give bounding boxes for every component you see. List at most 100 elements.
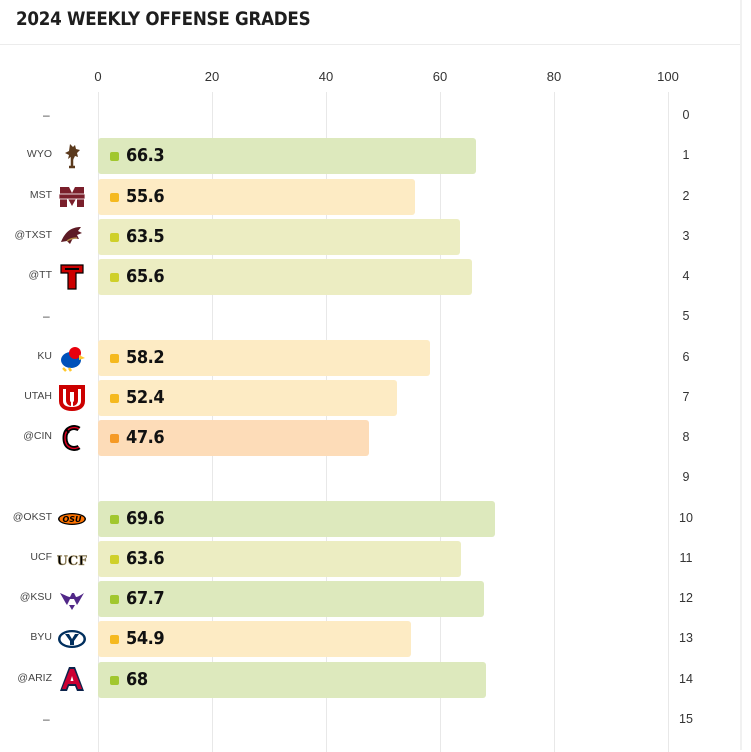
grade-bar[interactable]: 63.5 <box>98 218 460 255</box>
grade-tier-indicator <box>110 192 119 202</box>
grade-tier-indicator <box>110 434 119 443</box>
chart-row: @OKST OSU 69.6 10 <box>0 499 740 539</box>
svg-text:OSU: OSU <box>62 515 82 524</box>
chart-row: @ARIZ 68 14 <box>0 660 740 700</box>
grade-tier-indicator <box>110 595 119 604</box>
chart-row: WYO 66.3 1 <box>0 136 740 176</box>
grade-tier-indicator <box>110 393 119 403</box>
chart-row: –0 <box>0 96 740 136</box>
offense-grades-chart: 0 20 40 60 80 100–0 WYO 66.3 1 MST 55.6 2 @TXST 63.5 3… <box>0 44 740 752</box>
opponent-label: @KSU <box>19 591 52 603</box>
chart-row: BYU 54.9 13 <box>0 619 740 659</box>
chart-row: 9 <box>0 458 740 498</box>
grade-bar[interactable]: 54.9 <box>98 621 411 658</box>
grade-value: 69.6 <box>126 507 165 529</box>
opponent-label: BYU <box>30 631 52 644</box>
wyo-logo <box>57 141 87 171</box>
grade-bar[interactable]: 58.2 <box>98 339 430 376</box>
chart-row: @KSU 67.7 12 <box>0 579 740 619</box>
grade-value: 47.6 <box>126 427 165 448</box>
opponent-label: @TT <box>28 269 53 281</box>
txst-logo <box>57 222 87 252</box>
grade-tier-indicator <box>110 273 119 282</box>
week-number: 7 <box>682 389 690 404</box>
week-number: 4 <box>682 269 690 283</box>
gridline <box>554 92 555 752</box>
ku-logo <box>57 343 87 373</box>
week-number: 15 <box>679 711 693 726</box>
week-number: 8 <box>682 430 690 444</box>
grade-value: 66.3 <box>126 145 165 167</box>
svg-text:UCF: UCF <box>57 554 87 569</box>
bye-week-dash: – <box>43 108 50 122</box>
opponent-label: @TXST <box>14 228 53 241</box>
grade-bar[interactable]: 68 <box>98 661 486 698</box>
grade-bar[interactable]: 52.4 <box>98 379 397 416</box>
opponent-label: UCF <box>30 550 52 563</box>
ksu-logo <box>57 584 87 614</box>
grade-bar[interactable]: 67.7 <box>98 581 484 617</box>
week-number: 2 <box>682 188 690 203</box>
chart-row: @TXST 63.5 3 <box>0 217 740 257</box>
grade-tier-indicator <box>110 232 119 242</box>
grade-value: 65.6 <box>126 266 165 287</box>
chart-header: 2024 WEEKLY OFFENSE GRADES <box>0 0 740 45</box>
opponent-label: MST <box>29 188 52 201</box>
grade-tier-indicator <box>110 152 119 162</box>
opponent-label: @CIN <box>23 430 52 442</box>
grade-bar[interactable]: 55.6 <box>98 178 415 215</box>
chart-row: KU 58.2 6 <box>0 338 740 378</box>
right-divider <box>740 0 742 750</box>
gridline <box>668 92 669 752</box>
grade-tier-indicator <box>110 514 119 524</box>
week-number: 12 <box>679 591 693 605</box>
gridline <box>440 92 441 752</box>
tt-logo <box>57 262 87 292</box>
grade-tier-indicator <box>110 353 119 363</box>
grade-bar[interactable]: 65.6 <box>98 259 472 295</box>
opponent-label: KU <box>37 349 52 362</box>
x-tick-label: 60 <box>432 69 448 84</box>
week-number: 6 <box>682 349 690 364</box>
chart-row: – 15 <box>0 700 740 740</box>
week-number: 0 <box>682 108 690 122</box>
chart-title: 2024 WEEKLY OFFENSE GRADES <box>16 8 311 30</box>
x-tick-label: 20 <box>204 69 220 84</box>
grade-tier-indicator <box>110 554 119 564</box>
grade-value: 52.4 <box>126 386 165 408</box>
utah-logo <box>57 383 87 413</box>
chart-row: UTAH 52.4 7 <box>0 378 740 418</box>
x-tick-label: 80 <box>546 69 562 84</box>
bye-week-dash: – <box>43 711 50 726</box>
grade-value: 58.2 <box>126 346 165 368</box>
week-number: 13 <box>679 631 693 646</box>
ucf-logo: UCF <box>56 544 89 574</box>
chart-row: MST 55.6 2 <box>0 177 740 217</box>
week-number: 1 <box>682 148 690 163</box>
grade-tier-indicator <box>110 675 119 685</box>
week-number: 3 <box>682 228 690 243</box>
x-tick-label: 100 <box>657 69 679 84</box>
cin-logo <box>57 423 87 453</box>
grade-bar[interactable]: 66.3 <box>98 138 476 175</box>
x-tick-label: 40 <box>318 69 334 84</box>
grade-value: 67.7 <box>126 588 165 609</box>
grade-bar[interactable]: 63.6 <box>98 540 461 577</box>
mst-logo <box>57 182 87 212</box>
opponent-label: @OKST <box>12 510 52 523</box>
ariz-logo <box>57 665 87 695</box>
opponent-label: WYO <box>26 148 52 161</box>
week-number: 10 <box>679 510 693 525</box>
grade-value: 63.6 <box>126 547 165 569</box>
grade-value: 63.5 <box>126 225 165 247</box>
byu-logo <box>57 624 87 654</box>
week-number: 14 <box>679 671 693 686</box>
chart-row: –5 <box>0 297 740 337</box>
grade-value: 55.6 <box>126 185 165 207</box>
x-tick-label: 0 <box>94 69 102 84</box>
chart-row: @TT 65.6 4 <box>0 257 740 297</box>
chart-row: @CIN 47.6 8 <box>0 418 740 458</box>
grade-bar[interactable]: 69.6 <box>98 500 495 537</box>
grade-bar[interactable]: 47.6 <box>98 420 370 456</box>
grade-value: 54.9 <box>126 628 165 650</box>
